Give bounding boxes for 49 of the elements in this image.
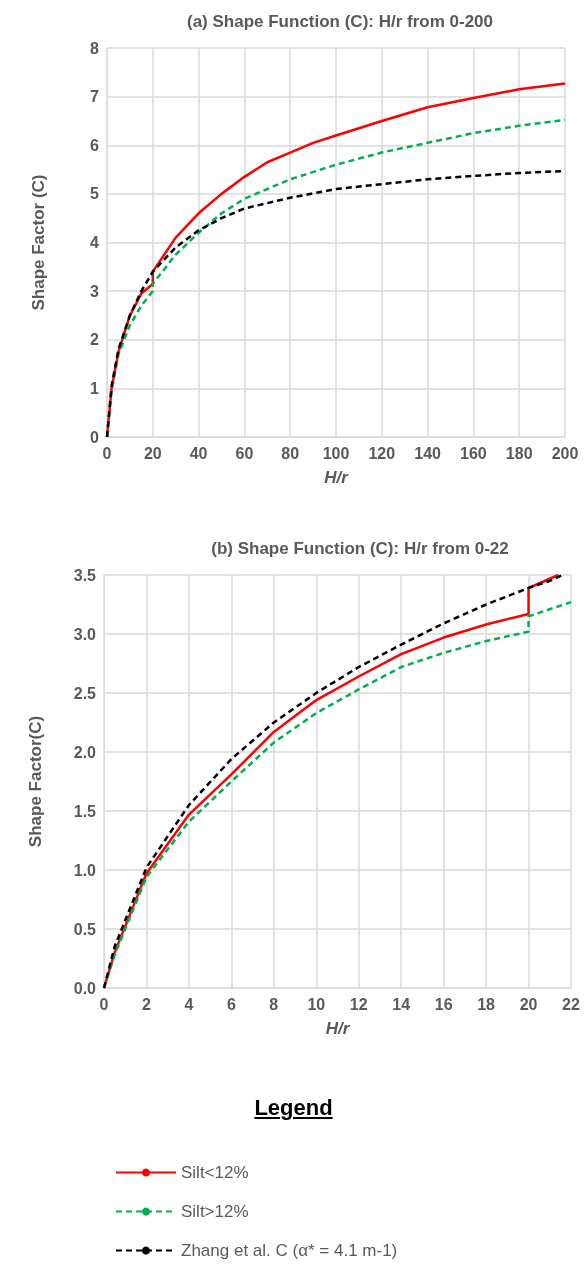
y-tick-label: 0.5 <box>73 920 97 938</box>
x-tick-label: 12 <box>349 995 368 1013</box>
x-tick-label: 200 <box>551 444 579 462</box>
y-tick-label: 8 <box>90 39 100 57</box>
y-axis-title: Shape Factor(C) <box>26 715 45 848</box>
x-tick-label: 40 <box>189 444 208 462</box>
x-tick-label: 140 <box>414 444 442 462</box>
y-tick-label: 1.0 <box>73 861 97 879</box>
legend-label: Zhang et al. C (α* = 4.1 m-1) <box>181 1241 398 1260</box>
x-tick-label: 2 <box>142 995 151 1013</box>
x-tick-label: 20 <box>143 444 162 462</box>
x-tick-label: 20 <box>519 995 538 1013</box>
y-tick-label: 5 <box>90 185 100 203</box>
y-tick-label: 6 <box>90 136 100 154</box>
y-tick-label: 1.5 <box>73 802 97 820</box>
x-tick-label: 100 <box>322 444 350 462</box>
y-tick-label: 2 <box>90 331 100 349</box>
chart-title: (a) Shape Function (C): H/r from 0-200 <box>186 12 494 31</box>
x-tick-label: 120 <box>368 444 396 462</box>
x-tick-label: 6 <box>226 995 236 1013</box>
y-tick-label: 4 <box>90 234 100 251</box>
legend-title: Legend <box>253 1095 334 1121</box>
y-tick-label: 1 <box>90 379 100 397</box>
x-tick-label: 4 <box>184 995 194 1013</box>
x-tick-label: 80 <box>281 444 300 462</box>
x-axis-title: H/r <box>325 1019 351 1038</box>
y-tick-label: 0.0 <box>73 979 97 997</box>
x-tick-label: 8 <box>269 995 279 1013</box>
x-tick-label: 0 <box>102 444 112 462</box>
y-tick-label: 3.5 <box>73 566 97 584</box>
y-axis-title: Shape Factor (C) <box>29 174 48 311</box>
y-tick-label: 2.5 <box>73 684 97 702</box>
x-tick-label: 22 <box>562 995 580 1013</box>
x-tick-label: 180 <box>505 444 533 462</box>
y-tick-label: 0 <box>90 428 100 446</box>
x-tick-label: 18 <box>477 995 496 1013</box>
x-tick-label: 10 <box>307 995 326 1013</box>
chart-title: (b) Shape Function (C): H/r from 0-22 <box>211 539 509 558</box>
x-tick-label: 14 <box>392 995 411 1013</box>
y-tick-label: 3.0 <box>73 625 97 643</box>
x-tick-label: 16 <box>434 995 453 1013</box>
y-tick-label: 3 <box>90 282 100 300</box>
y-tick-label: 7 <box>90 88 100 106</box>
legend-label: Silt<12% <box>181 1163 249 1182</box>
x-axis-title: H/r <box>324 468 350 487</box>
y-tick-label: 2.0 <box>73 743 97 761</box>
legend-label: Silt>12% <box>181 1202 249 1221</box>
x-tick-label: 60 <box>235 444 254 462</box>
x-tick-label: 160 <box>460 444 487 462</box>
